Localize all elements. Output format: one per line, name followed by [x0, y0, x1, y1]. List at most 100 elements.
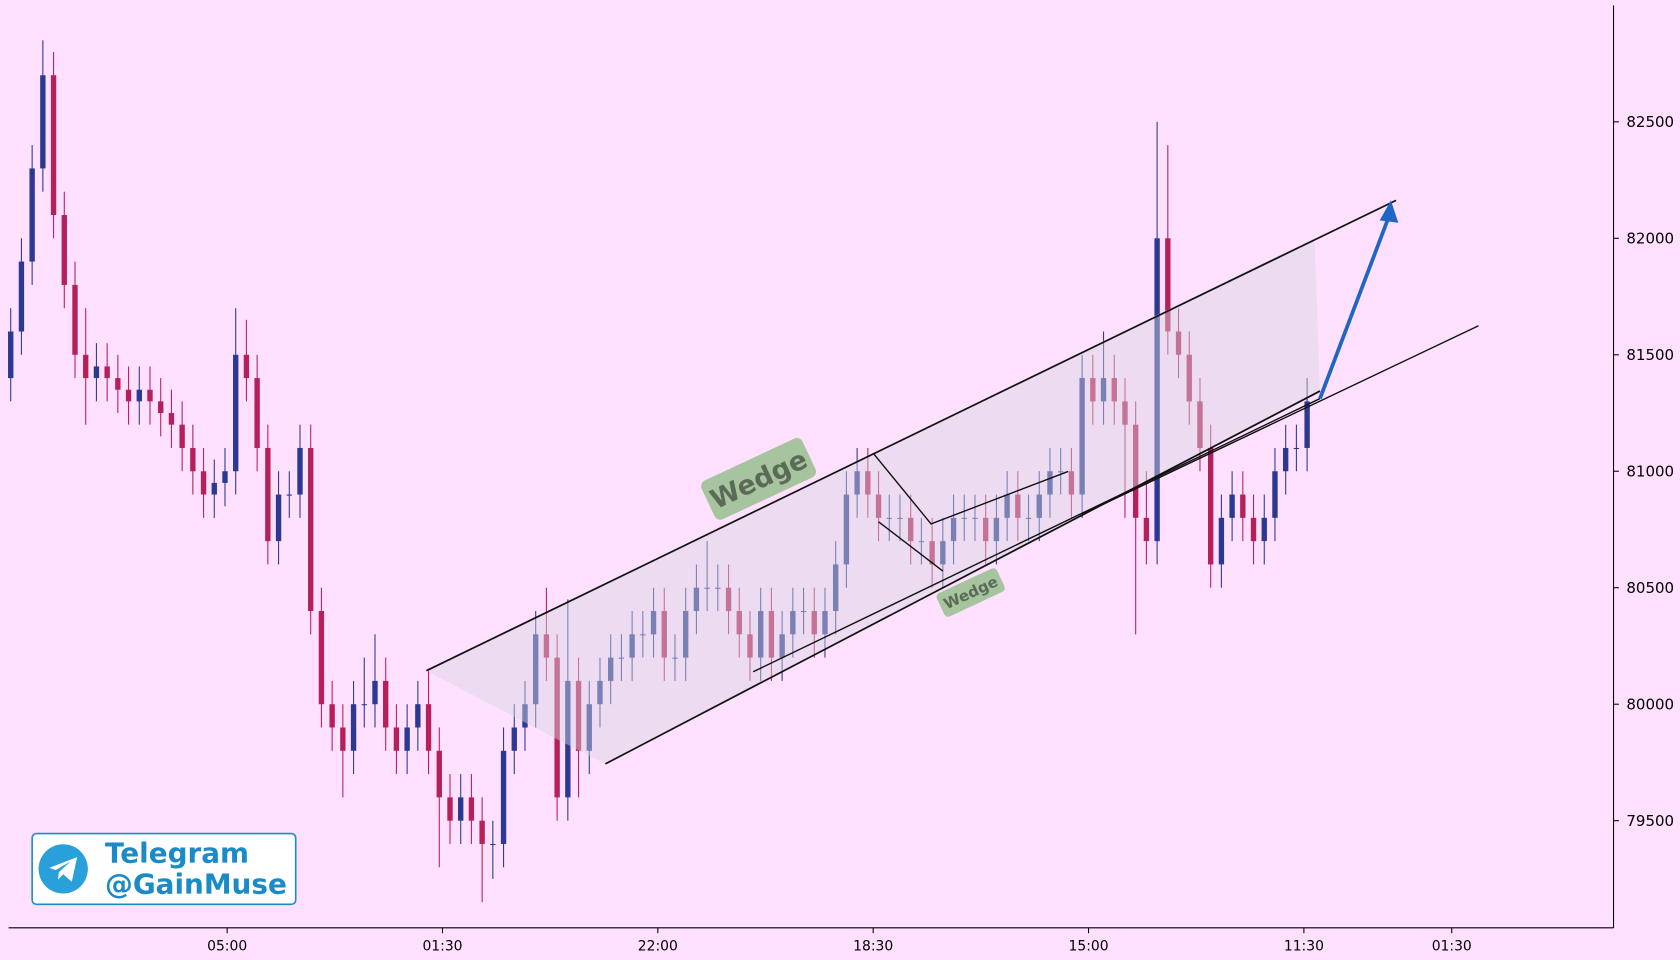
- candle-body: [511, 727, 517, 751]
- x-tick-label: 15:00: [1069, 938, 1109, 954]
- candle-body: [1218, 517, 1225, 565]
- candle-body: [618, 657, 625, 659]
- candle-body: [1122, 401, 1128, 425]
- watermark: Telegram @GainMuse: [31, 832, 297, 906]
- candle-body: [404, 727, 410, 751]
- candle-body: [436, 750, 442, 798]
- x-tick-label: 05:00: [207, 938, 247, 954]
- candle-body: [683, 611, 689, 658]
- candle-body: [640, 634, 646, 636]
- candle-body: [286, 494, 292, 496]
- candle-body: [125, 389, 132, 402]
- candle-body: [350, 704, 357, 751]
- candle-body: [822, 611, 828, 635]
- label-box: [701, 438, 816, 520]
- candle-body: [340, 727, 346, 751]
- candle-body: [993, 517, 1000, 542]
- wedge-upper: [872, 452, 1069, 525]
- channel-shade: [426, 237, 1320, 764]
- candle-body: [983, 517, 989, 542]
- candle-body: [865, 471, 871, 495]
- candle-body: [61, 215, 67, 285]
- candle-body: [779, 634, 785, 658]
- candle-body: [1068, 471, 1075, 495]
- candle-body: [554, 657, 560, 798]
- y-tick-label: 82000: [1626, 230, 1674, 248]
- candle-body: [543, 634, 550, 658]
- candle-body: [1261, 517, 1267, 542]
- candles: [8, 40, 1310, 903]
- candle-body: [29, 168, 35, 262]
- candle-body: [93, 366, 100, 379]
- candle-body: [254, 378, 260, 448]
- candle-body: [790, 611, 796, 635]
- candle-body: [1090, 378, 1096, 402]
- candle-body: [565, 680, 571, 798]
- candle-body: [40, 75, 46, 169]
- candle-body: [854, 471, 860, 495]
- candle-body: [425, 704, 432, 751]
- candle-body: [265, 447, 271, 542]
- projection-arrow: [1318, 216, 1391, 400]
- candle-body: [308, 447, 314, 612]
- candle-body: [800, 611, 807, 613]
- candle-body: [1165, 238, 1171, 332]
- channel-upper: [426, 199, 1397, 672]
- candle-body: [1036, 494, 1042, 518]
- candle-body: [1004, 494, 1010, 518]
- candle-body: [875, 494, 882, 518]
- candle-body: [533, 634, 539, 705]
- candle-body: [1208, 447, 1214, 565]
- candle-body: [468, 797, 475, 821]
- candle-body: [1047, 471, 1053, 495]
- candle-body: [200, 471, 207, 495]
- candle-body: [361, 704, 367, 706]
- candle-body: [190, 447, 196, 472]
- candle-body: [833, 564, 839, 612]
- y-tick-label: 80500: [1626, 579, 1674, 597]
- candle-body: [1175, 331, 1182, 355]
- candle-body: [115, 378, 121, 390]
- candle-body: [211, 482, 217, 495]
- candle-body: [1025, 517, 1032, 519]
- candle-body: [136, 389, 142, 402]
- candle-body: [50, 75, 57, 216]
- candle-body: [147, 389, 153, 402]
- candle-body: [886, 517, 892, 519]
- candle-body: [1186, 354, 1192, 402]
- extension-line: [1081, 325, 1479, 515]
- candle-body: [1304, 401, 1310, 448]
- candle-body: [940, 541, 946, 565]
- candle-body: [704, 587, 710, 589]
- candle-body: [18, 261, 25, 332]
- candle-body: [650, 611, 657, 635]
- candle-body: [297, 447, 303, 495]
- candle-body: [758, 611, 764, 658]
- candle-body: [608, 657, 614, 681]
- y-tick-label: 81000: [1626, 463, 1674, 481]
- candle-body: [693, 587, 700, 612]
- candle-body: [500, 750, 507, 844]
- candle-body: [950, 517, 957, 542]
- x-tick-label: 18:30: [853, 938, 893, 954]
- candle-body: [383, 680, 389, 728]
- candle-body: [1015, 494, 1021, 518]
- x-tick-label: 22:00: [638, 938, 678, 954]
- candle-body: [233, 354, 239, 472]
- watermark-text: Telegram: [105, 836, 249, 869]
- candle-body: [715, 587, 721, 589]
- candle-body: [1229, 494, 1235, 518]
- candle-body: [1111, 378, 1117, 402]
- candle-body: [1154, 238, 1160, 542]
- candle-body: [1293, 447, 1300, 450]
- candle-body: [415, 704, 421, 728]
- y-tick-label: 80000: [1626, 696, 1674, 714]
- candle-body: [811, 611, 817, 635]
- candle-body: [768, 611, 775, 658]
- candle-body: [1240, 494, 1246, 518]
- candle-body: [179, 424, 185, 448]
- arrow-head: [1379, 200, 1399, 223]
- candle-body: [318, 611, 325, 705]
- candle-body: [1079, 378, 1085, 495]
